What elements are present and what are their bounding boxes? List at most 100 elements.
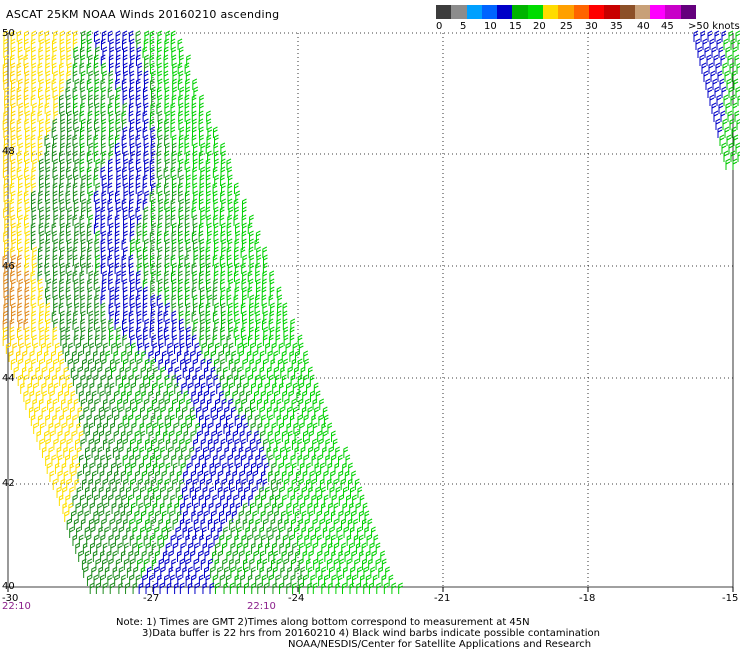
wind-barb (262, 318, 267, 330)
wind-barb (199, 310, 205, 322)
wind-barb (23, 190, 29, 202)
wind-barb (63, 446, 69, 458)
wind-barb (269, 286, 275, 298)
wind-barb (268, 414, 274, 426)
wind-barb (115, 302, 121, 314)
wind-barb (165, 222, 170, 234)
wind-barb (16, 350, 21, 362)
wind-barb (185, 70, 191, 82)
wind-barb (62, 406, 68, 418)
wind-barb (136, 126, 142, 138)
wind-barb (233, 270, 239, 282)
wind-barb (171, 142, 177, 154)
wind-barb (206, 214, 212, 226)
wind-barb (83, 422, 89, 434)
wind-barb (3, 46, 9, 58)
wind-barb (142, 414, 148, 426)
wind-barb (207, 126, 213, 138)
wind-barb (205, 254, 211, 266)
wind-barb (256, 254, 262, 266)
wind-barb (39, 118, 44, 130)
wind-barb (146, 462, 151, 474)
wind-barb (125, 582, 130, 594)
wind-barb (230, 566, 236, 578)
wind-barb (208, 502, 214, 514)
wind-barb (256, 438, 262, 450)
wind-barb (41, 366, 47, 378)
wind-barb (245, 510, 251, 522)
wind-barb (248, 494, 254, 506)
wind-barb (191, 102, 197, 114)
wind-barb (732, 102, 738, 114)
wind-barb (24, 326, 30, 338)
wind-barb (184, 214, 190, 226)
wind-barb (178, 110, 183, 122)
wind-barb (210, 366, 216, 378)
wind-barb (249, 230, 254, 242)
wind-barb (114, 294, 120, 306)
wind-barb (198, 150, 204, 162)
wind-barb (192, 238, 198, 250)
wind-barb (101, 110, 106, 122)
wind-barb (371, 526, 376, 538)
wind-barb (171, 374, 177, 386)
wind-barb (199, 534, 205, 546)
wind-barb (270, 302, 275, 314)
wind-barb (165, 110, 171, 122)
wind-barb (40, 342, 46, 354)
wind-barb (80, 190, 85, 202)
wind-barb (170, 110, 176, 122)
wind-barb (703, 70, 709, 82)
wind-barb (164, 374, 170, 386)
wind-barb (735, 142, 740, 154)
wind-barb (261, 374, 266, 386)
wind-barb (143, 326, 148, 338)
wind-barb (205, 326, 211, 338)
wind-barb (59, 374, 64, 386)
wind-barb (721, 30, 727, 42)
wind-barb (89, 342, 95, 354)
wind-barb (226, 230, 232, 242)
wind-barb (171, 54, 177, 66)
wind-barb (178, 454, 184, 466)
wind-barb (284, 438, 290, 450)
wind-barb (226, 294, 232, 306)
wind-barb (3, 110, 9, 122)
wind-barb (151, 70, 156, 82)
wind-barb (88, 190, 94, 202)
wind-barb (129, 38, 135, 50)
wind-barb (178, 134, 184, 146)
wind-barb (66, 414, 71, 426)
wind-barb (45, 70, 51, 82)
wind-barb (135, 414, 141, 426)
wind-barb (9, 150, 15, 162)
wind-barb (123, 230, 128, 242)
wind-barb (46, 278, 52, 290)
wind-barb (220, 270, 226, 282)
wind-barb (265, 486, 270, 498)
wind-barb (2, 334, 8, 346)
wind-barb (361, 542, 367, 554)
wind-barb (45, 166, 51, 178)
wind-barb (213, 230, 219, 242)
wind-barb (283, 558, 289, 570)
wind-barb (70, 366, 76, 378)
wind-barb (168, 430, 174, 442)
wind-barb (77, 366, 83, 378)
legend-label-0: 0 (436, 21, 443, 32)
wind-barb (53, 318, 58, 330)
wind-barb (128, 102, 134, 114)
wind-barb (270, 518, 276, 530)
wind-barb (167, 446, 173, 458)
wind-barb (192, 270, 198, 282)
wind-barb (52, 246, 58, 258)
wind-barb (244, 582, 249, 594)
wind-barb (101, 174, 107, 186)
wind-barb (10, 38, 16, 50)
wind-barb (198, 574, 204, 586)
wind-barb (205, 166, 211, 178)
wind-barb (30, 198, 36, 210)
wind-barb (357, 566, 362, 578)
wind-barb (206, 374, 212, 386)
wind-barb (200, 294, 205, 306)
